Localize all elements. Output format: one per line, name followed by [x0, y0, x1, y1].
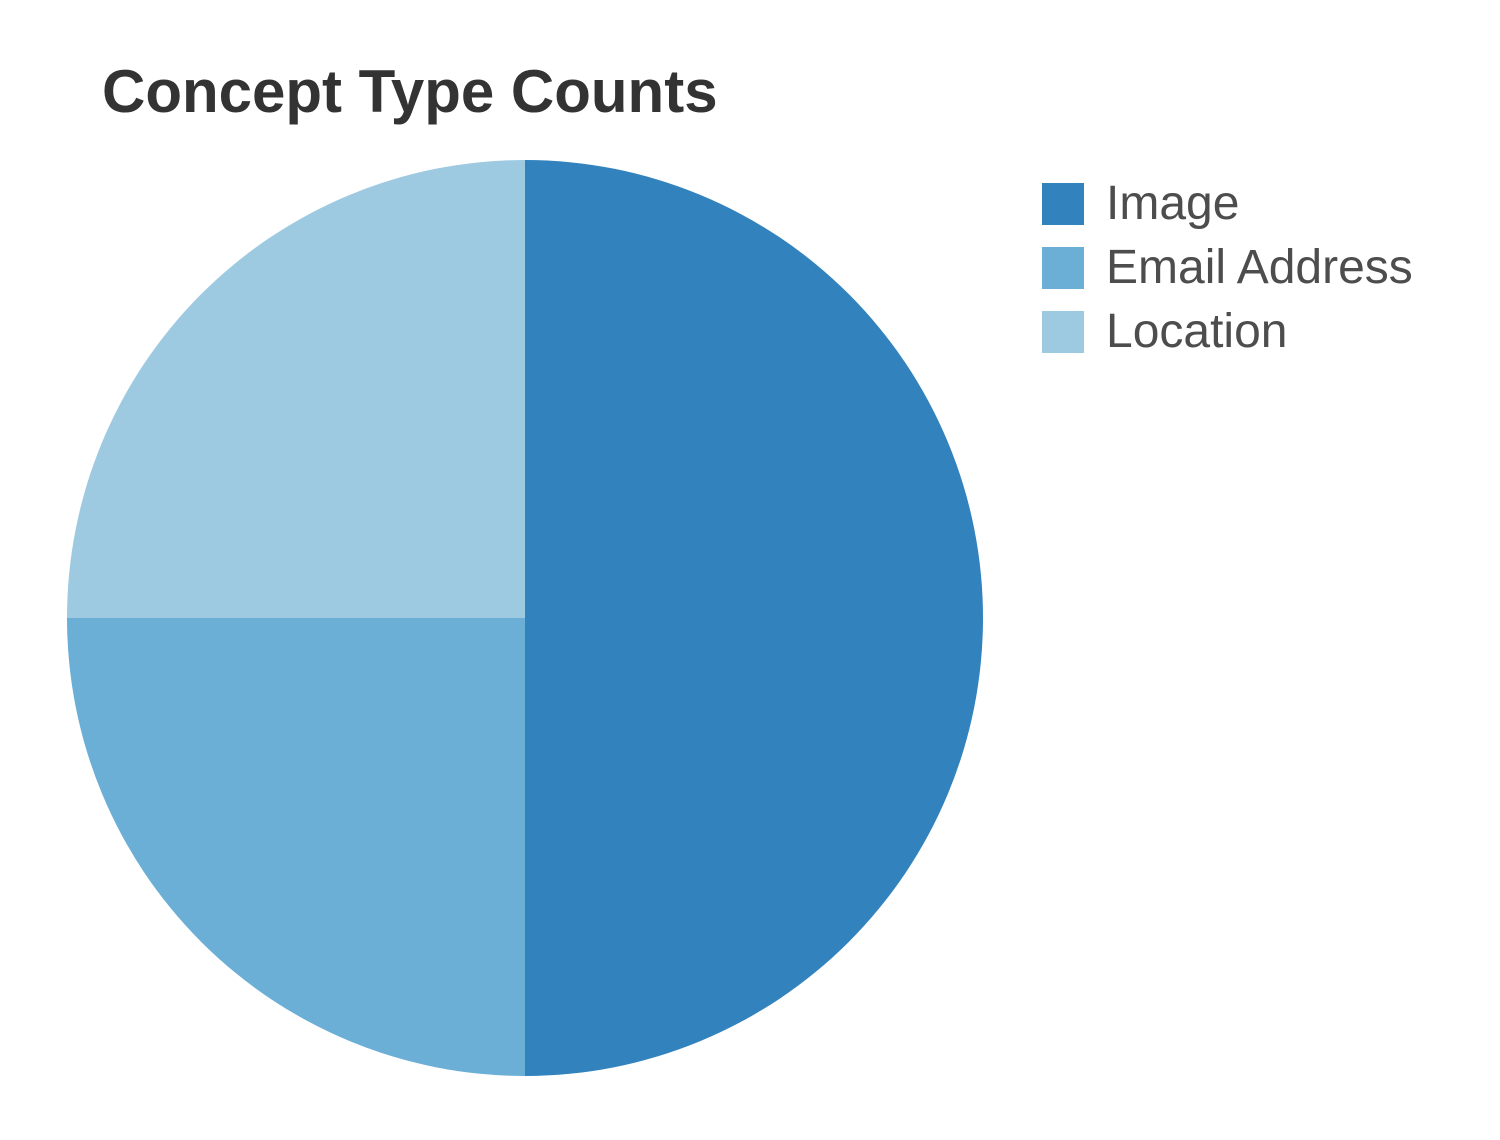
legend-item-email-address: Email Address — [1042, 236, 1413, 300]
pie-slice-email-address — [67, 618, 525, 1076]
pie-slice-image — [525, 160, 983, 1076]
legend-label: Image — [1106, 177, 1240, 230]
legend-label: Location — [1106, 305, 1288, 358]
legend-swatch — [1042, 247, 1084, 289]
pie-slice-location — [67, 160, 525, 618]
chart-legend: Image Email Address Location — [1042, 172, 1413, 364]
legend-swatch — [1042, 311, 1084, 353]
legend-label: Email Address — [1106, 241, 1413, 294]
chart-title: Concept Type Counts — [102, 58, 718, 125]
legend-swatch — [1042, 183, 1084, 225]
legend-item-location: Location — [1042, 300, 1413, 364]
legend-item-image: Image — [1042, 172, 1413, 236]
